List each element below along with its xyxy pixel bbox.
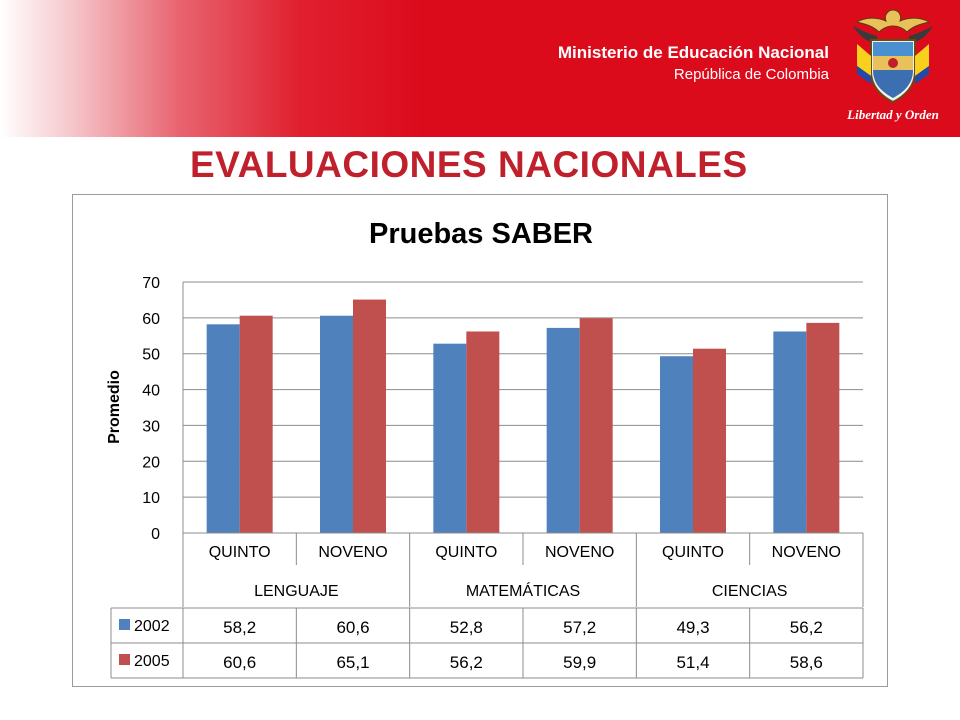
bar-2002: [320, 315, 353, 533]
slide-title: EVALUACIONES NACIONALES: [190, 144, 748, 185]
data-label: 52,8: [450, 618, 483, 637]
header-banner: [0, 0, 960, 137]
data-label: 59,9: [563, 653, 596, 672]
legend-label: 2005: [134, 653, 170, 670]
y-tick-label: 0: [151, 526, 160, 543]
group-label: LENGUAJE: [254, 583, 338, 600]
x-tick-label: QUINTO: [209, 544, 271, 561]
x-tick-label: NOVENO: [318, 544, 387, 561]
y-axis-label: Promedio: [106, 370, 123, 444]
coat-of-arms-motto: Libertad y Orden: [847, 107, 939, 122]
x-tick-label: NOVENO: [772, 544, 841, 561]
data-label: 58,2: [223, 618, 256, 637]
country-name: República de Colombia: [673, 66, 829, 83]
bar-2005: [353, 299, 386, 533]
y-tick-label: 60: [142, 311, 160, 328]
data-label: 60,6: [336, 618, 369, 637]
y-tick-label: 50: [142, 347, 160, 364]
y-tick-label: 30: [142, 418, 160, 435]
bar-2002: [433, 343, 467, 533]
y-tick-label: 70: [142, 275, 160, 292]
data-label: 60,6: [223, 653, 256, 672]
group-label: MATEMÁTICAS: [466, 581, 580, 600]
y-tick-label: 10: [142, 490, 160, 507]
y-tick-label: 20: [142, 454, 160, 471]
coat-of-arms-logo: [853, 9, 933, 104]
bar-2002: [660, 356, 693, 533]
data-label: 56,2: [790, 618, 823, 637]
chart-title: Pruebas SABER: [369, 218, 593, 250]
bar-chart: Pruebas SABER Promedio 0 10 20 30 40 50 60 70 QUIN…: [106, 218, 864, 679]
data-label: 58,6: [790, 653, 823, 672]
bar-2005: [806, 322, 840, 533]
group-label: CIENCIAS: [712, 583, 788, 600]
x-tick-label: QUINTO: [435, 544, 497, 561]
data-label: 56,2: [450, 653, 483, 672]
legend-swatch-2002: [119, 619, 130, 630]
legend-label: 2002: [134, 618, 170, 635]
chart-frame: Pruebas SABER Promedio 0 10 20 30 40 50 60 70 QUIN…: [72, 194, 888, 687]
bar-2002: [773, 331, 807, 533]
ministry-name: Ministerio de Educación Nacional: [557, 43, 829, 62]
bar-2005: [239, 315, 273, 533]
legend-swatch-2005: [119, 654, 130, 665]
x-tick-label: QUINTO: [662, 544, 724, 561]
y-tick-label: 40: [142, 383, 160, 400]
bar-2005: [579, 318, 613, 533]
bar-2002: [546, 327, 580, 533]
data-label: 57,2: [563, 618, 596, 637]
bar-2002: [206, 324, 240, 533]
data-label: 65,1: [336, 653, 369, 672]
ministry-heading: Ministerio de Educación Nacional Repúbli…: [558, 42, 829, 86]
data-label: 49,3: [676, 618, 709, 637]
bar-2005: [693, 348, 726, 533]
bar-2005: [466, 331, 500, 533]
x-tick-label: NOVENO: [545, 544, 614, 561]
data-label: 51,4: [676, 653, 709, 672]
